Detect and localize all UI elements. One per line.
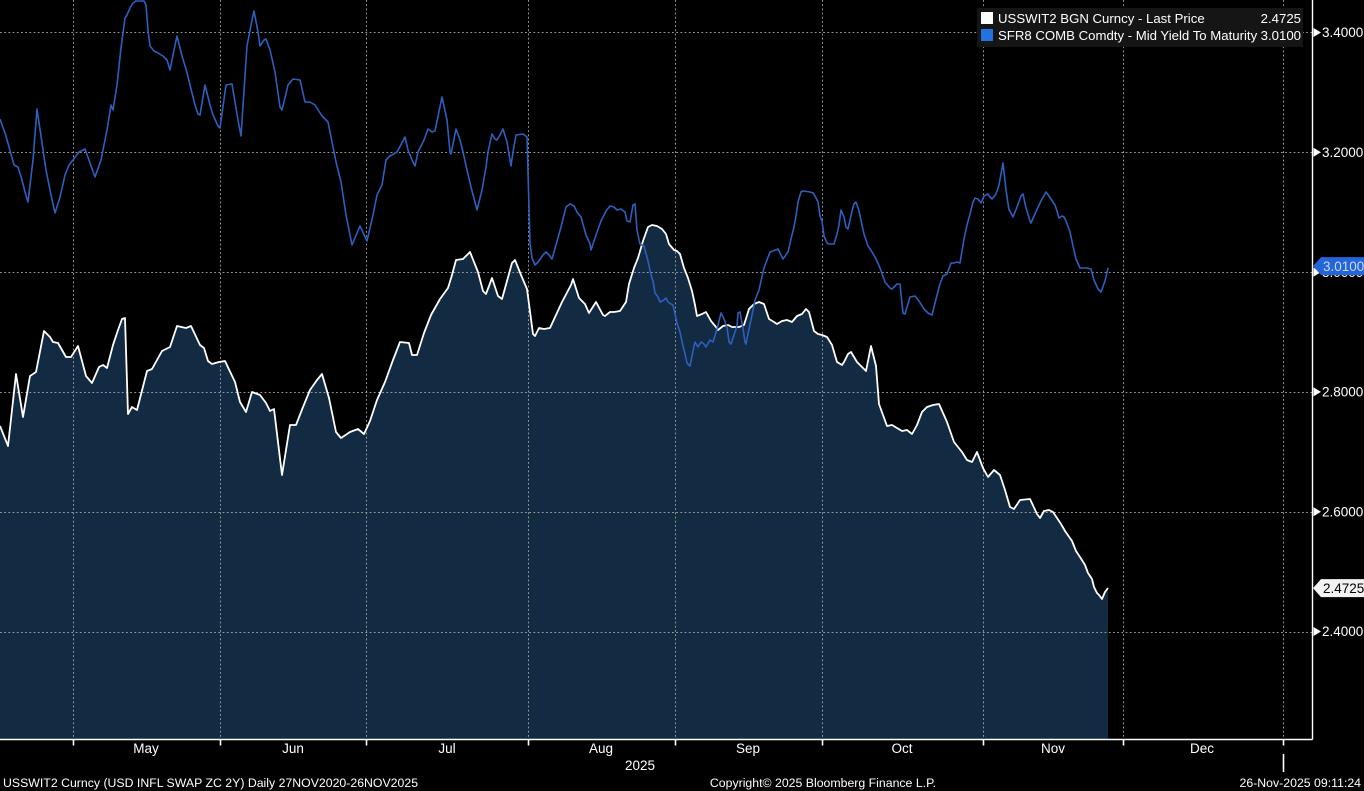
svg-text:USSWIT2 BGN Curncy - Last Pric: USSWIT2 BGN Curncy - Last Price: [998, 11, 1205, 26]
svg-text:SFR8 COMB Comdty - Mid Yield T: SFR8 COMB Comdty - Mid Yield To Maturity: [998, 28, 1258, 43]
svg-text:3.0100: 3.0100: [1323, 259, 1364, 274]
svg-text:USSWIT2 Curncy (USD INFL SWAP: USSWIT2 Curncy (USD INFL SWAP ZC 2Y) Dai…: [3, 776, 418, 790]
svg-text:Aug: Aug: [589, 741, 613, 756]
svg-text:26-Nov-2025 09:11:24: 26-Nov-2025 09:11:24: [1240, 776, 1362, 790]
svg-text:2.6000: 2.6000: [1322, 504, 1363, 519]
svg-text:2.4725: 2.4725: [1261, 11, 1301, 26]
svg-text:3.4000: 3.4000: [1322, 25, 1363, 40]
svg-text:Copyright© 2025 Bloomberg Fina: Copyright© 2025 Bloomberg Finance L.P.: [710, 776, 936, 790]
svg-text:2025: 2025: [625, 758, 655, 773]
svg-text:Dec: Dec: [1190, 741, 1214, 756]
svg-text:2.4000: 2.4000: [1322, 624, 1363, 639]
svg-text:Jul: Jul: [438, 741, 455, 756]
svg-text:2.4725: 2.4725: [1323, 581, 1364, 596]
svg-text:Sep: Sep: [736, 741, 760, 756]
svg-text:Oct: Oct: [891, 741, 912, 756]
svg-text:3.2000: 3.2000: [1322, 145, 1363, 160]
svg-text:Jun: Jun: [282, 741, 304, 756]
svg-text:Nov: Nov: [1041, 741, 1065, 756]
svg-text:3.0100: 3.0100: [1261, 28, 1301, 43]
svg-text:2.8000: 2.8000: [1322, 385, 1363, 400]
svg-text:May: May: [133, 741, 159, 756]
